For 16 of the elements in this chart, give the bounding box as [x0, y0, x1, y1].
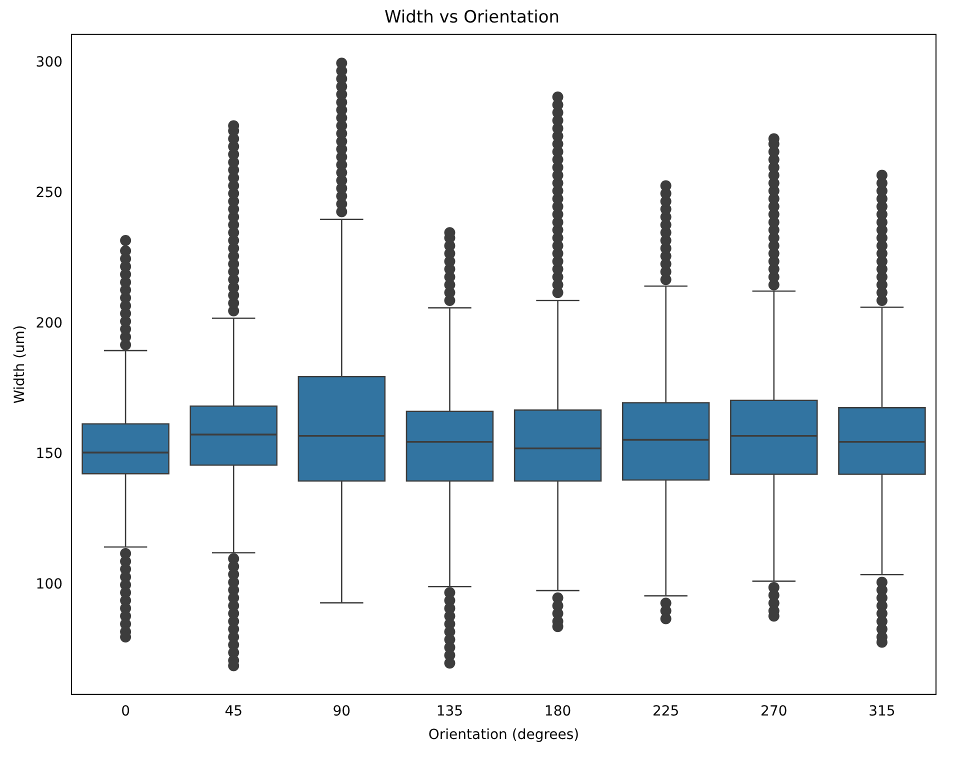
y-axis-title: Width (um) [12, 325, 28, 404]
x-tick-label: 0 [121, 703, 130, 720]
x-tick-label: 180 [544, 703, 572, 720]
chart-title: Width vs Orientation [384, 8, 560, 28]
y-tick-label: 250 [36, 185, 63, 202]
x-tick-label: 225 [652, 703, 680, 720]
x-axis-title: Orientation (degrees) [428, 727, 580, 744]
y-tick-label: 150 [36, 446, 63, 462]
x-tick-label: 45 [224, 703, 243, 720]
x-tick-label: 135 [436, 703, 464, 720]
x-tick-label: 270 [760, 703, 788, 720]
x-tick-label: 315 [868, 703, 896, 720]
y-tick-label: 100 [36, 576, 63, 592]
y-tick-label: 200 [36, 316, 63, 332]
x-tick-label: 90 [332, 703, 351, 720]
y-tick-label: 300 [36, 54, 63, 71]
